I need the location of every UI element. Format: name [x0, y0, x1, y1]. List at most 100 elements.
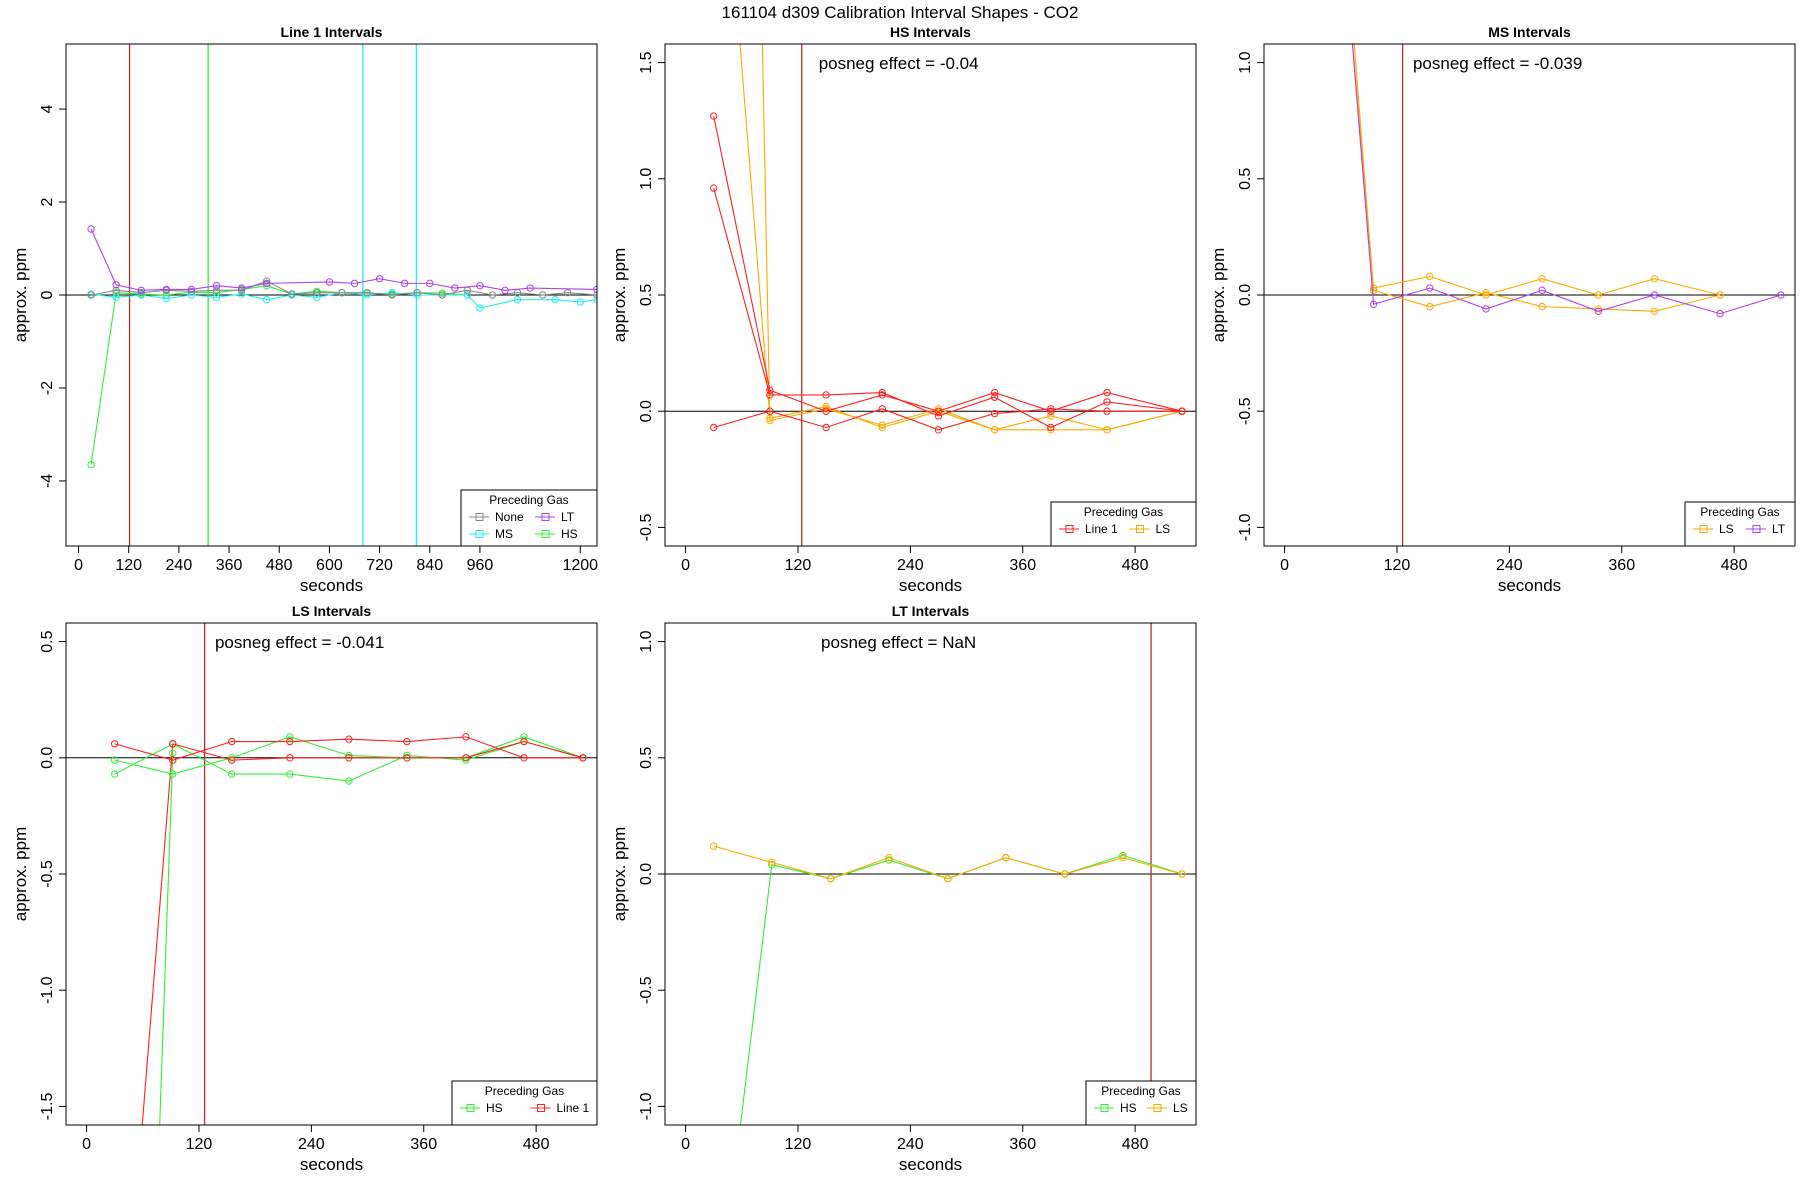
legend-item-label: Line 1	[557, 1101, 590, 1115]
data-point	[885, 856, 893, 864]
plot-area	[1264, 44, 1795, 546]
data-point	[462, 733, 470, 741]
data-point	[413, 288, 421, 297]
data-point	[169, 756, 177, 764]
x-tick-label: 480	[1122, 557, 1149, 574]
data-point	[228, 756, 236, 764]
panel-ms: MS Intervals posneg effect = -0.039 0 120 24…	[1209, 24, 1796, 595]
series-line	[1352, 44, 1721, 296]
data-point	[709, 184, 718, 192]
legend-swatch-marker	[475, 513, 484, 521]
y-tick-label: 0.5	[39, 630, 56, 652]
data-point	[488, 291, 497, 299]
series-lt	[1351, 44, 1785, 318]
data-point	[463, 291, 472, 299]
data-point	[990, 388, 999, 397]
data-point	[1103, 426, 1111, 434]
series-line	[90, 228, 597, 291]
legend-box	[1085, 1080, 1197, 1126]
x-tick-label: 0	[681, 557, 690, 574]
data-point	[476, 282, 484, 290]
data-point	[212, 282, 221, 290]
posneg-annotation: posneg effect = NaN	[821, 633, 976, 652]
data-point	[576, 298, 584, 306]
data-point	[1594, 305, 1603, 313]
data-point	[822, 391, 830, 399]
data-point	[262, 279, 271, 288]
data-point	[110, 740, 119, 748]
x-tick-label: 240	[897, 1136, 924, 1153]
data-point	[1426, 284, 1434, 292]
data-point	[286, 733, 294, 741]
x-axis: 0 120 240 360 480 seconds	[1280, 546, 1748, 595]
x-tick-label: 360	[1009, 1136, 1036, 1153]
data-point	[1047, 407, 1055, 415]
data-point	[438, 291, 446, 299]
y-tick-label: 2	[39, 197, 56, 206]
series-line	[141, 743, 174, 1125]
x-tick-label: 360	[1608, 557, 1635, 574]
data-point	[766, 416, 774, 425]
series-line-1	[110, 733, 587, 764]
data-point	[87, 291, 95, 299]
data-point	[169, 770, 177, 778]
y-tick-label: 0.0	[39, 747, 56, 769]
legend-title: Preceding Gas	[1101, 1084, 1180, 1098]
data-point	[162, 295, 171, 303]
legend-item-label: HS	[486, 1101, 503, 1115]
data-point	[878, 391, 886, 399]
x-tick-label: 120	[785, 1136, 812, 1153]
data-point	[1426, 302, 1434, 311]
y-axis: -0.5 0.0 0.5 1.0 1.5 approx. ppm	[610, 51, 665, 541]
x-tick-label: 240	[298, 1136, 325, 1153]
data-point	[388, 288, 396, 297]
data-point	[1594, 307, 1603, 315]
data-point	[400, 279, 409, 288]
data-point	[709, 112, 718, 120]
y-tick-label: -0.5	[39, 860, 56, 888]
legend-item: HS	[460, 1101, 503, 1115]
data-point	[1538, 275, 1546, 283]
data-point	[1103, 407, 1111, 415]
legend-swatch-marker	[541, 513, 550, 521]
x-tick-label: 720	[366, 557, 393, 574]
data-point	[1103, 388, 1111, 397]
data-point	[1716, 309, 1724, 318]
data-point	[110, 756, 119, 764]
series-lt	[87, 225, 597, 295]
data-point	[1047, 405, 1055, 413]
data-point	[286, 754, 294, 762]
x-axis-label: seconds	[300, 576, 363, 595]
x-tick-label: 360	[1009, 557, 1036, 574]
series-line	[172, 740, 584, 761]
legend: Preceding Gas Line 1 LS	[1050, 501, 1197, 547]
y-axis: -4 -2 0 2 4 approx. ppm	[11, 105, 66, 488]
data-point	[228, 770, 236, 778]
legend-item: LS	[1147, 1101, 1188, 1115]
series-hs	[110, 733, 587, 778]
data-point	[579, 754, 587, 762]
y-axis-label: approx. ppm	[11, 248, 30, 343]
plot-area	[665, 44, 1196, 546]
y-tick-label: -1.0	[1237, 514, 1254, 542]
series-line	[713, 845, 1183, 880]
data-point	[1482, 305, 1490, 313]
panel-title: LS Intervals	[292, 603, 372, 619]
data-point	[944, 874, 952, 883]
y-axis-label: approx. ppm	[610, 827, 629, 922]
series-line	[90, 280, 597, 296]
plot-area	[66, 44, 597, 546]
x-tick-label: 600	[316, 557, 343, 574]
legend-item: HS	[535, 527, 578, 541]
data-point	[110, 770, 119, 778]
legend-swatch-marker	[475, 530, 484, 538]
series-line	[114, 736, 583, 761]
data-point	[325, 278, 334, 286]
posneg-annotation: posneg effect = -0.039	[1413, 54, 1582, 73]
y-tick-label: 0	[39, 290, 56, 299]
x-axis-label: seconds	[1498, 576, 1561, 595]
x-tick-label: 0	[681, 1136, 690, 1153]
y-axis: -1.0 -0.5 0.0 0.5 1.0 approx. ppm	[1209, 51, 1264, 541]
data-point	[766, 391, 774, 399]
data-point	[338, 288, 346, 297]
